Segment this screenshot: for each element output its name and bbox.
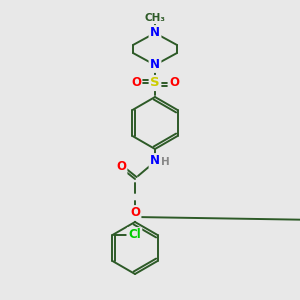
Text: O: O xyxy=(130,206,140,220)
Text: N: N xyxy=(150,58,160,71)
Text: N: N xyxy=(150,154,160,167)
Text: O: O xyxy=(116,160,126,173)
Text: H: H xyxy=(160,157,169,167)
Text: O: O xyxy=(131,76,141,89)
Text: Cl: Cl xyxy=(128,229,141,242)
Text: O: O xyxy=(169,76,179,89)
Text: CH₃: CH₃ xyxy=(145,13,166,23)
Text: N: N xyxy=(150,26,160,40)
Text: S: S xyxy=(150,76,160,89)
